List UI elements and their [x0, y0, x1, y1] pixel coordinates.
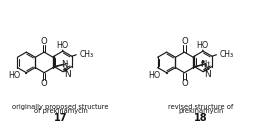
Text: 18: 18	[194, 113, 208, 123]
Text: HO: HO	[56, 41, 68, 50]
Text: N: N	[61, 60, 67, 69]
Text: of prekinamycin: of prekinamycin	[34, 108, 88, 114]
Text: N: N	[204, 70, 211, 79]
Text: O: O	[181, 79, 188, 88]
Text: N⁺: N⁺	[200, 60, 211, 69]
Text: N: N	[203, 63, 209, 72]
Text: CH₃: CH₃	[80, 50, 94, 59]
Text: originally proposed structure: originally proposed structure	[12, 104, 109, 110]
Text: O: O	[41, 37, 48, 46]
Text: C: C	[63, 63, 69, 72]
Text: O: O	[41, 79, 48, 88]
Text: prekinamycin: prekinamycin	[178, 108, 223, 114]
Text: revised structure of: revised structure of	[168, 104, 234, 110]
Text: CH₃: CH₃	[220, 50, 234, 59]
Text: HO: HO	[8, 71, 20, 80]
Text: O: O	[181, 37, 188, 46]
Text: N: N	[64, 70, 71, 79]
Text: HO: HO	[148, 71, 161, 80]
Text: 17: 17	[54, 113, 67, 123]
Text: HO: HO	[196, 41, 208, 50]
